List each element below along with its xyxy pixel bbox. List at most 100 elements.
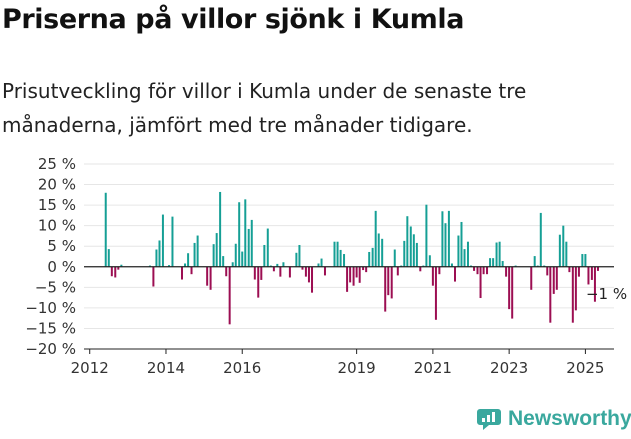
bar — [352, 266, 355, 286]
bar — [120, 264, 123, 267]
bar — [501, 261, 504, 267]
bar — [571, 266, 574, 323]
bar — [482, 266, 485, 275]
latest-value-annotation: −1 % — [586, 285, 627, 303]
bar — [505, 266, 508, 277]
bar — [279, 266, 282, 277]
tick-layer: 25 % 20 % 15 % 10 % 5 % 0 % −5 % −10 % −15 % −20 … — [25, 155, 604, 377]
bar — [406, 216, 409, 267]
bar — [562, 225, 565, 267]
bar — [374, 210, 377, 267]
bar — [234, 243, 237, 267]
bar — [514, 265, 517, 267]
bar — [301, 266, 304, 270]
bar — [110, 266, 113, 277]
bar — [104, 192, 107, 267]
bar — [450, 263, 453, 267]
bar — [362, 266, 365, 271]
bar — [225, 266, 228, 277]
bar — [228, 266, 231, 325]
bar — [257, 266, 260, 298]
bar — [473, 266, 476, 271]
y-tick-label: 5 % — [47, 237, 76, 255]
bar — [425, 204, 428, 267]
bar — [384, 266, 387, 312]
y-tick-label: −15 % — [25, 319, 76, 337]
bar — [323, 266, 326, 276]
y-tick-label: 15 % — [38, 196, 76, 214]
bar — [269, 265, 272, 267]
bar — [390, 266, 393, 299]
bar — [568, 266, 571, 273]
bar — [193, 242, 196, 267]
bar — [355, 266, 358, 278]
bar — [358, 266, 361, 283]
bar — [152, 266, 155, 287]
bar — [466, 241, 469, 267]
bar — [282, 262, 285, 267]
axis-layer — [84, 266, 614, 354]
bar — [231, 262, 234, 267]
bar — [215, 233, 218, 267]
bar — [161, 214, 164, 267]
bar — [565, 241, 568, 267]
bar — [574, 266, 577, 311]
chart-title: Priserna på villor sjönk i Kumla — [2, 4, 465, 35]
bar — [403, 240, 406, 267]
bar — [412, 234, 415, 267]
bar — [492, 258, 495, 267]
y-tick-label: −10 % — [25, 299, 76, 317]
bar — [155, 249, 158, 267]
bar — [393, 249, 396, 267]
chart-subtitle: Prisutveckling för villor i Kumla under … — [2, 79, 527, 137]
bar — [107, 249, 110, 267]
bar — [260, 266, 263, 280]
bar — [317, 263, 320, 267]
bar — [346, 266, 349, 292]
bar — [212, 244, 215, 267]
bar — [349, 266, 352, 283]
bar — [187, 253, 190, 267]
bar — [476, 266, 479, 275]
bar — [581, 254, 584, 267]
bar — [463, 249, 466, 267]
bar — [148, 265, 151, 267]
bar — [184, 263, 187, 267]
bar — [593, 266, 596, 302]
bar — [336, 241, 339, 267]
y-tick-label: −5 % — [35, 278, 76, 296]
x-tick-label: 2021 — [414, 359, 452, 377]
bar — [438, 266, 441, 275]
bar — [419, 266, 422, 272]
bar — [333, 241, 336, 267]
bar — [489, 258, 492, 267]
bar — [415, 242, 418, 267]
bar — [470, 265, 473, 267]
bar — [368, 251, 371, 267]
bar — [536, 265, 539, 267]
bar — [276, 263, 279, 267]
bar — [587, 266, 590, 285]
bar — [381, 238, 384, 267]
bar — [533, 256, 536, 267]
x-tick-label: 2019 — [338, 359, 376, 377]
bar — [552, 266, 555, 294]
bar — [219, 191, 222, 267]
bar — [377, 233, 380, 267]
bar — [530, 266, 533, 290]
bar — [584, 254, 587, 267]
bar — [558, 234, 561, 267]
bar — [596, 266, 599, 271]
bar — [171, 216, 174, 267]
bar — [250, 219, 253, 267]
bar — [295, 252, 298, 267]
newsworthy-logo: Newsworthy — [476, 407, 631, 431]
bar — [190, 266, 193, 275]
bar — [431, 266, 434, 286]
x-tick-label: 2025 — [566, 359, 604, 377]
bar — [495, 242, 498, 267]
bar — [434, 266, 437, 320]
bar — [117, 266, 120, 270]
bar — [387, 266, 390, 296]
